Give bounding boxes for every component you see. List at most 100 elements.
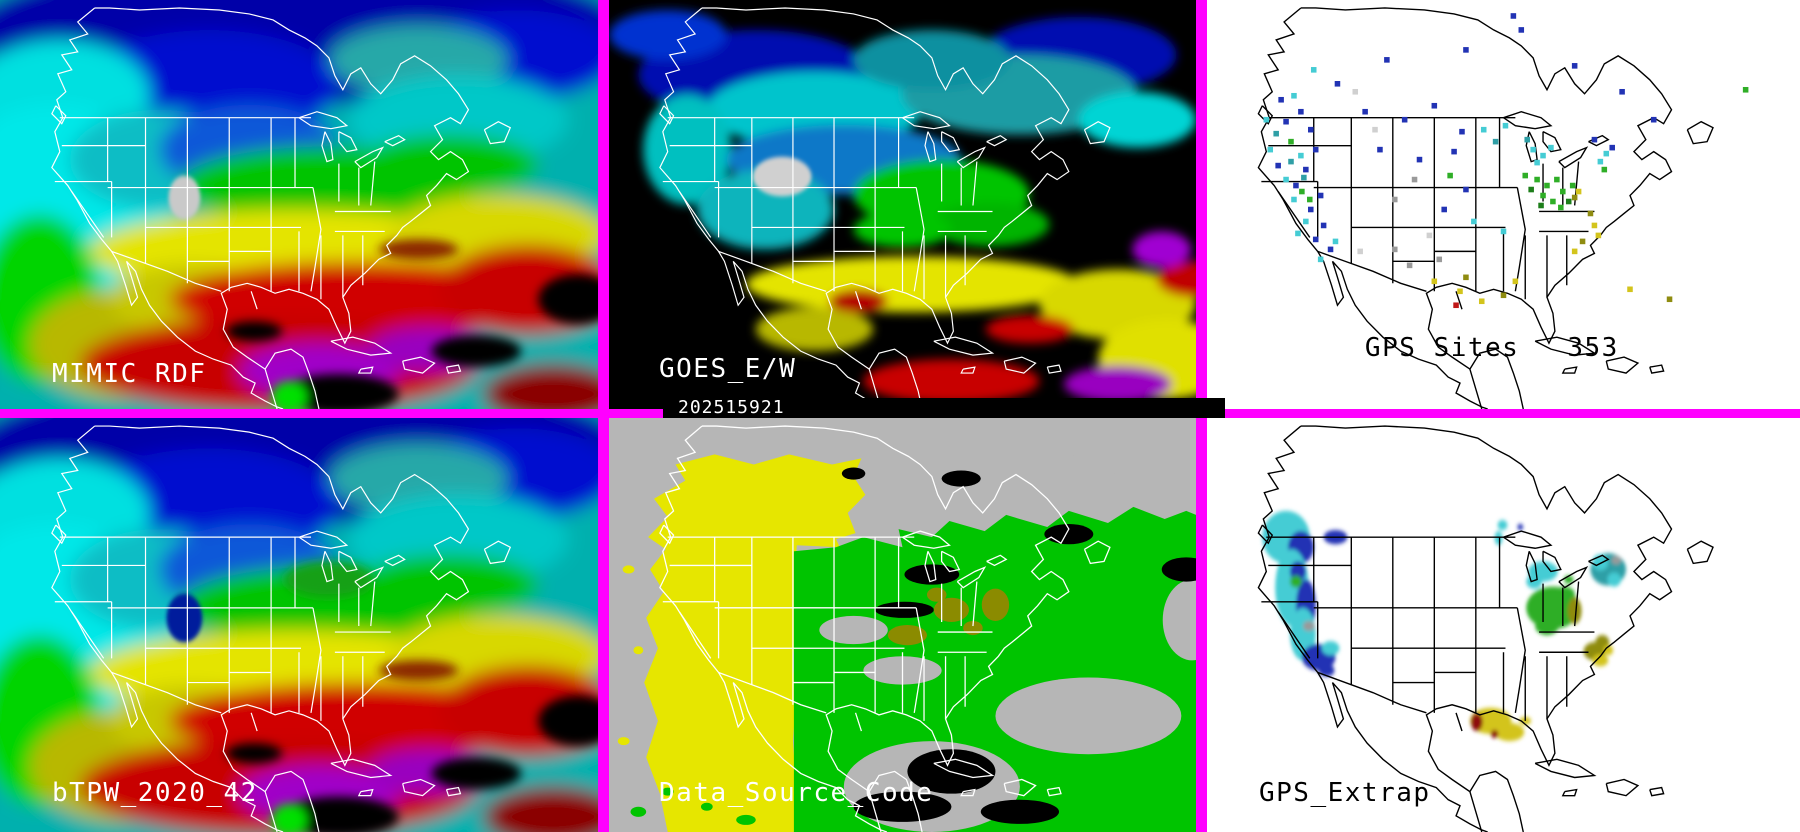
panel-label-btpw: bTPW_2020_42 bbox=[52, 778, 258, 808]
gps-site-dot bbox=[1416, 156, 1423, 163]
gps-site-dot bbox=[1480, 126, 1487, 133]
panel-btpw[interactable]: bTPW_2020_42 bbox=[0, 418, 598, 832]
gps-site-dot bbox=[1522, 172, 1529, 179]
gps-site-dot bbox=[1352, 88, 1359, 95]
gps-site-dot bbox=[1601, 166, 1608, 173]
tpw-color-field bbox=[0, 418, 598, 832]
timestamp-bar: 202515921 bbox=[663, 398, 1225, 418]
dsc-black-patches bbox=[841, 467, 1196, 824]
gps-site-dot bbox=[1579, 238, 1586, 245]
gps-sites-count: 353 bbox=[1567, 333, 1619, 363]
gps-site-dot bbox=[1310, 67, 1317, 73]
extrap-region bbox=[1611, 556, 1622, 565]
gps-site-dot bbox=[1406, 262, 1413, 269]
extrap-region bbox=[1494, 531, 1503, 546]
gps-site-dot bbox=[1317, 192, 1324, 199]
gps-site-dot bbox=[1431, 278, 1438, 285]
gps-sites-label: GPS Sites bbox=[1364, 333, 1520, 363]
gps-site-dot bbox=[1512, 278, 1519, 285]
gps-site-dot bbox=[1591, 222, 1598, 229]
gps-site-dot bbox=[1288, 138, 1294, 145]
extrap-region bbox=[1290, 575, 1302, 588]
gps-site-dot bbox=[1357, 248, 1363, 255]
gps-site-dot bbox=[1332, 238, 1339, 245]
gps-site-dot bbox=[1524, 136, 1530, 143]
extrap-region bbox=[1567, 597, 1582, 624]
extrap-region bbox=[1318, 664, 1335, 677]
gps-site-dot bbox=[1742, 86, 1749, 93]
gps-site-dot bbox=[1372, 126, 1378, 133]
gps-site-dot bbox=[1571, 248, 1578, 255]
extrap-region bbox=[1321, 641, 1340, 656]
gps-site-dot bbox=[1575, 188, 1582, 195]
gps-site-dot bbox=[1569, 182, 1576, 189]
panel-gps-sites[interactable]: GPS Sites 353 bbox=[1207, 0, 1800, 409]
gps-site-dot bbox=[1627, 286, 1633, 293]
gps-site-dot bbox=[1544, 182, 1550, 189]
gps-site-dot bbox=[1492, 138, 1499, 145]
gps-site-dot bbox=[1560, 188, 1566, 195]
gps-site-dot bbox=[1392, 246, 1398, 253]
gps-site-dot bbox=[1609, 144, 1615, 151]
gps-site-dot bbox=[1308, 206, 1314, 213]
gps-site-dot bbox=[1558, 204, 1564, 211]
gps-site-dot bbox=[1431, 102, 1438, 109]
gps-site-dot bbox=[1301, 174, 1307, 181]
gps-site-dot bbox=[1411, 176, 1418, 183]
gps-site-dot bbox=[1666, 296, 1673, 303]
gps-site-dot bbox=[1463, 274, 1469, 281]
gps-site-dot bbox=[1471, 218, 1477, 225]
gps-site-dot bbox=[1463, 186, 1469, 193]
gps-site-dot bbox=[1571, 63, 1578, 69]
panel-mimic-rdf[interactable]: MIMIC RDF bbox=[0, 0, 598, 409]
green-patch-midwest bbox=[284, 561, 374, 598]
gps-site-dot bbox=[1500, 292, 1507, 299]
gps-site-dot bbox=[1595, 232, 1602, 239]
gps-site-dot bbox=[1291, 196, 1297, 203]
timestamp-text: 202515921 bbox=[678, 397, 785, 418]
gps-site-dot bbox=[1540, 152, 1546, 159]
panel-label-gps-sites: GPS Sites 353 bbox=[1262, 309, 1619, 387]
gps-site-dot bbox=[1317, 256, 1324, 263]
data-source-map bbox=[609, 418, 1196, 832]
gps-site-dot bbox=[1597, 158, 1604, 165]
gps-site-dot bbox=[1295, 230, 1301, 237]
gps-site-dot bbox=[1312, 146, 1319, 153]
gps-dots-layer bbox=[1263, 13, 1749, 309]
extrap-region bbox=[1592, 654, 1609, 667]
gps-site-dot bbox=[1303, 218, 1309, 225]
gps-site-dot bbox=[1327, 246, 1334, 253]
panel-gps-extrap[interactable]: GPS_Extrap bbox=[1207, 418, 1800, 832]
dsc-yellow-region bbox=[644, 454, 866, 832]
panel-label-mimic-rdf: MIMIC RDF bbox=[52, 359, 207, 389]
btpw-map bbox=[0, 418, 598, 832]
panel-label-data-source-code: Data_Source_Code bbox=[659, 778, 934, 808]
gps-site-dot bbox=[1510, 13, 1517, 19]
gps-extrap-map bbox=[1207, 418, 1800, 832]
gps-site-dot bbox=[1502, 122, 1509, 129]
gps-site-dot bbox=[1283, 176, 1289, 183]
gps-site-dot bbox=[1587, 210, 1594, 217]
gps-site-dot bbox=[1548, 144, 1554, 151]
navy-patch-southwest bbox=[166, 593, 203, 643]
gps-site-dot bbox=[1619, 88, 1625, 95]
extrap-region bbox=[1490, 730, 1499, 739]
gps-site-dot bbox=[1565, 198, 1572, 205]
gps-site-dot bbox=[1453, 302, 1459, 309]
gps-site-dot bbox=[1463, 47, 1469, 53]
gps-site-dot bbox=[1392, 196, 1398, 203]
gps-site-dot bbox=[1457, 288, 1463, 295]
gps-site-dot bbox=[1447, 172, 1453, 179]
gps-site-dot bbox=[1288, 158, 1294, 165]
gps-site-dot bbox=[1307, 196, 1313, 203]
extrap-region bbox=[1607, 572, 1622, 587]
map-outlines-black bbox=[1258, 426, 1713, 832]
gps-site-dot bbox=[1518, 27, 1525, 33]
extrap-region bbox=[1526, 574, 1543, 589]
extrap-region bbox=[1470, 712, 1483, 732]
panel-goes-ew[interactable]: GOES_E/W bbox=[609, 0, 1196, 409]
panel-data-source-code[interactable]: Data_Source_Code bbox=[609, 418, 1196, 832]
mimic-rdf-map bbox=[0, 0, 598, 409]
extrap-region bbox=[1595, 635, 1610, 650]
gps-site-dot bbox=[1459, 128, 1465, 135]
